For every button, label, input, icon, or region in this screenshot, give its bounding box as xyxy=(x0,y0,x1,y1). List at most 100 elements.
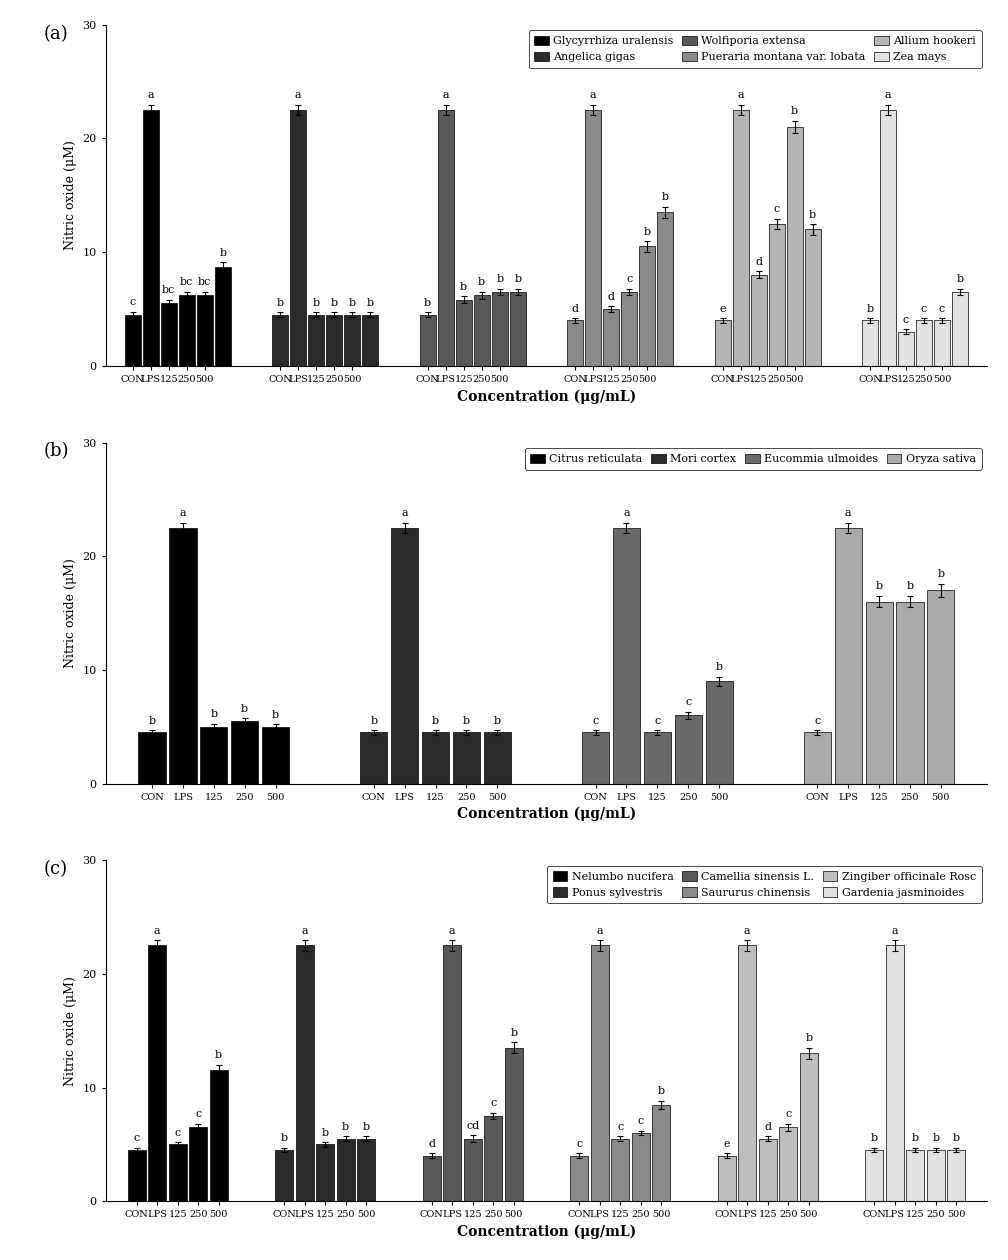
Bar xyxy=(896,601,923,784)
Text: b: b xyxy=(331,297,338,307)
Text: b: b xyxy=(363,1121,370,1131)
Bar xyxy=(644,732,671,784)
Text: a: a xyxy=(147,91,154,101)
Text: b: b xyxy=(367,297,374,307)
Text: a: a xyxy=(301,926,308,936)
Text: a: a xyxy=(590,91,597,101)
Text: c: c xyxy=(654,716,660,726)
Text: a: a xyxy=(154,926,160,936)
Text: (c): (c) xyxy=(44,861,69,878)
Text: b: b xyxy=(463,716,470,726)
Text: c: c xyxy=(921,304,927,314)
Text: b: b xyxy=(478,277,485,287)
Y-axis label: Nitric oxide (μM): Nitric oxide (μM) xyxy=(64,975,77,1086)
Text: b: b xyxy=(424,297,431,307)
X-axis label: Concentration (μg/mL): Concentration (μg/mL) xyxy=(457,1225,636,1239)
Text: b: b xyxy=(957,273,964,284)
Bar xyxy=(210,1071,228,1201)
Bar xyxy=(657,213,673,365)
Bar xyxy=(360,732,387,784)
Text: d: d xyxy=(764,1121,771,1131)
Bar xyxy=(272,315,288,365)
Bar xyxy=(948,1150,966,1201)
Bar xyxy=(898,331,914,365)
Bar xyxy=(866,601,893,784)
Text: a: a xyxy=(744,926,751,936)
Text: c: c xyxy=(593,716,599,726)
Text: b: b xyxy=(496,273,503,284)
Text: bc: bc xyxy=(162,285,175,295)
Text: d: d xyxy=(608,291,615,301)
Text: b: b xyxy=(937,570,944,580)
Bar xyxy=(201,727,228,784)
Text: b: b xyxy=(871,1133,878,1143)
Bar xyxy=(804,229,821,365)
Bar xyxy=(759,1139,777,1201)
Bar xyxy=(168,1144,186,1201)
Bar xyxy=(363,315,378,365)
Text: b: b xyxy=(148,716,155,726)
Bar xyxy=(738,945,756,1201)
Bar xyxy=(510,292,526,365)
Text: cd: cd xyxy=(466,1120,480,1130)
Bar xyxy=(308,315,325,365)
Text: b: b xyxy=(661,192,668,202)
Text: b: b xyxy=(911,1133,919,1143)
Bar xyxy=(215,267,231,365)
Bar xyxy=(484,732,511,784)
Bar xyxy=(715,320,731,365)
Bar xyxy=(934,320,951,365)
Text: b: b xyxy=(432,716,439,726)
Bar xyxy=(464,1139,482,1201)
Bar xyxy=(190,1128,208,1201)
Text: b: b xyxy=(312,297,320,307)
Bar xyxy=(769,224,784,365)
Bar xyxy=(906,1150,924,1201)
Text: a: a xyxy=(845,508,852,518)
Bar xyxy=(880,110,896,365)
Y-axis label: Nitric oxide (μM): Nitric oxide (μM) xyxy=(64,140,77,251)
Text: a: a xyxy=(443,91,449,101)
Text: a: a xyxy=(449,926,456,936)
Text: c: c xyxy=(903,315,909,325)
Bar xyxy=(474,295,490,365)
Text: b: b xyxy=(370,716,377,726)
Bar xyxy=(345,315,360,365)
Text: b: b xyxy=(805,1033,812,1043)
Bar xyxy=(621,292,637,365)
Text: c: c xyxy=(130,297,136,307)
Text: b: b xyxy=(876,581,883,591)
Bar xyxy=(197,295,213,365)
Bar xyxy=(505,1048,523,1201)
Bar xyxy=(143,110,158,365)
Text: b: b xyxy=(220,248,227,258)
Text: b: b xyxy=(658,1086,665,1096)
Bar xyxy=(179,295,195,365)
Text: d: d xyxy=(428,1139,435,1149)
Text: b: b xyxy=(342,1121,350,1131)
Bar xyxy=(639,247,655,365)
Bar xyxy=(611,1139,629,1201)
Bar xyxy=(652,1105,670,1201)
Bar xyxy=(357,1139,375,1201)
Text: b: b xyxy=(791,106,798,116)
Text: b: b xyxy=(809,209,816,219)
Text: d: d xyxy=(572,304,579,314)
Text: c: c xyxy=(939,304,946,314)
Text: a: a xyxy=(623,508,630,518)
Text: (a): (a) xyxy=(44,25,69,43)
Text: b: b xyxy=(276,297,284,307)
Text: a: a xyxy=(885,91,891,101)
Text: c: c xyxy=(773,204,780,214)
Bar xyxy=(733,110,749,365)
Text: b: b xyxy=(349,297,356,307)
Text: b: b xyxy=(906,581,913,591)
Text: b: b xyxy=(716,662,723,672)
Bar xyxy=(444,945,462,1201)
Text: a: a xyxy=(891,926,898,936)
Text: (b): (b) xyxy=(44,442,70,460)
Bar xyxy=(295,945,313,1201)
Text: b: b xyxy=(272,709,279,719)
Bar xyxy=(337,1139,355,1201)
Text: c: c xyxy=(133,1133,140,1143)
